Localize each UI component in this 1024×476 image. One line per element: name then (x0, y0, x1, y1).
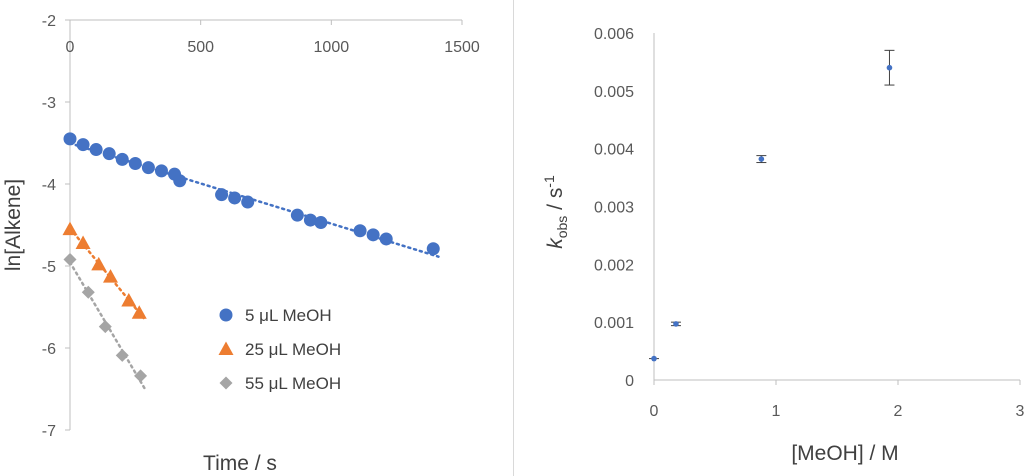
data-point-series-1 (314, 216, 328, 230)
data-point-series-1 (173, 174, 187, 188)
data-point-series-1 (426, 242, 440, 256)
data-point (758, 156, 765, 162)
x-tick-label: 500 (187, 39, 214, 56)
y-tick-label: -6 (42, 341, 56, 358)
y-tick-label: -5 (42, 259, 56, 276)
y-axis-title-subscript: obs (554, 216, 570, 239)
legend-label-series-2: 25 μL MeOH (245, 340, 341, 359)
data-point-series-1 (366, 228, 380, 242)
x-tick-label: 3 (1016, 403, 1024, 420)
data-point-series-2 (121, 292, 137, 307)
data-point-series-3 (81, 285, 95, 299)
x-tick-label: 2 (894, 403, 903, 420)
x-tick-label: 0 (66, 39, 75, 56)
data-point-series-1 (89, 143, 103, 157)
data-point-series-2 (131, 305, 147, 319)
x-tick-label: 1000 (314, 39, 350, 56)
data-point (651, 355, 657, 362)
y-axis-title-unit: / s (544, 188, 567, 216)
data-point-series-3 (63, 252, 77, 266)
data-point-series-1 (63, 132, 77, 146)
y-tick-label: 0.001 (594, 315, 634, 332)
data-point-series-1 (303, 213, 317, 227)
x-axis-title: Time / s (203, 452, 277, 475)
chart-divider (513, 0, 514, 476)
y-axis-title: kobs / s-1 (541, 175, 570, 249)
x-tick-label: 0 (650, 403, 659, 420)
data-point-series-3 (98, 320, 112, 334)
left-chart: -2 -3 -4 -5 -6 -7 0 500 1000 1500 Time / s ln[Alken… (2, 13, 480, 475)
y-tick-label: -4 (42, 177, 56, 194)
data-point-series-2 (75, 235, 91, 250)
data-point-series-2 (91, 256, 107, 271)
x-tick-label: 1500 (444, 39, 480, 56)
y-axis-title-symbol: k (544, 237, 567, 249)
y-tick-label: 0.003 (594, 200, 634, 217)
legend-marker-series-1 (219, 308, 233, 322)
data-point-series-1 (353, 224, 367, 238)
data-point-series-2 (103, 269, 119, 283)
y-tick-label: -3 (42, 95, 56, 112)
legend-label-series-3: 55 μL MeOH (245, 374, 341, 393)
data-point-series-1 (128, 157, 142, 170)
data-point-series-1 (141, 161, 155, 175)
x-tick-label: 1 (772, 403, 781, 420)
data-point-series-1 (102, 147, 116, 161)
y-tick-label: 0.005 (594, 84, 634, 101)
trendline-series-1 (68, 142, 440, 258)
data-point-series-1 (154, 164, 168, 178)
legend-marker-series-2 (218, 341, 234, 355)
y-axis-title: ln[Alkene] (2, 179, 25, 271)
y-tick-label: -2 (42, 13, 56, 30)
y-tick-label: 0.004 (594, 142, 634, 159)
data-point-series-1 (379, 232, 393, 246)
data-point-series-1 (115, 152, 129, 166)
data-point-series-1 (215, 188, 229, 202)
y-tick-label: 0.006 (594, 26, 634, 43)
legend-label-series-1: 5 μL MeOH (245, 306, 332, 325)
data-point-series-1 (241, 195, 255, 209)
x-axis-title: [MeOH] / M (791, 442, 898, 465)
y-tick-label: -7 (42, 423, 56, 440)
data-point-series-3 (134, 369, 148, 383)
y-tick-label: 0.002 (594, 257, 634, 274)
legend-marker-series-3 (219, 376, 233, 390)
data-point-series-3 (115, 348, 129, 362)
y-tick-label: 0 (625, 373, 634, 390)
y-axis-title-superscript: -1 (541, 175, 557, 188)
data-point-series-1 (76, 138, 90, 152)
data-point (673, 321, 679, 327)
data-point-series-1 (290, 208, 304, 222)
data-point-series-2 (62, 221, 78, 236)
data-point (886, 64, 893, 71)
data-point-series-1 (228, 191, 242, 205)
